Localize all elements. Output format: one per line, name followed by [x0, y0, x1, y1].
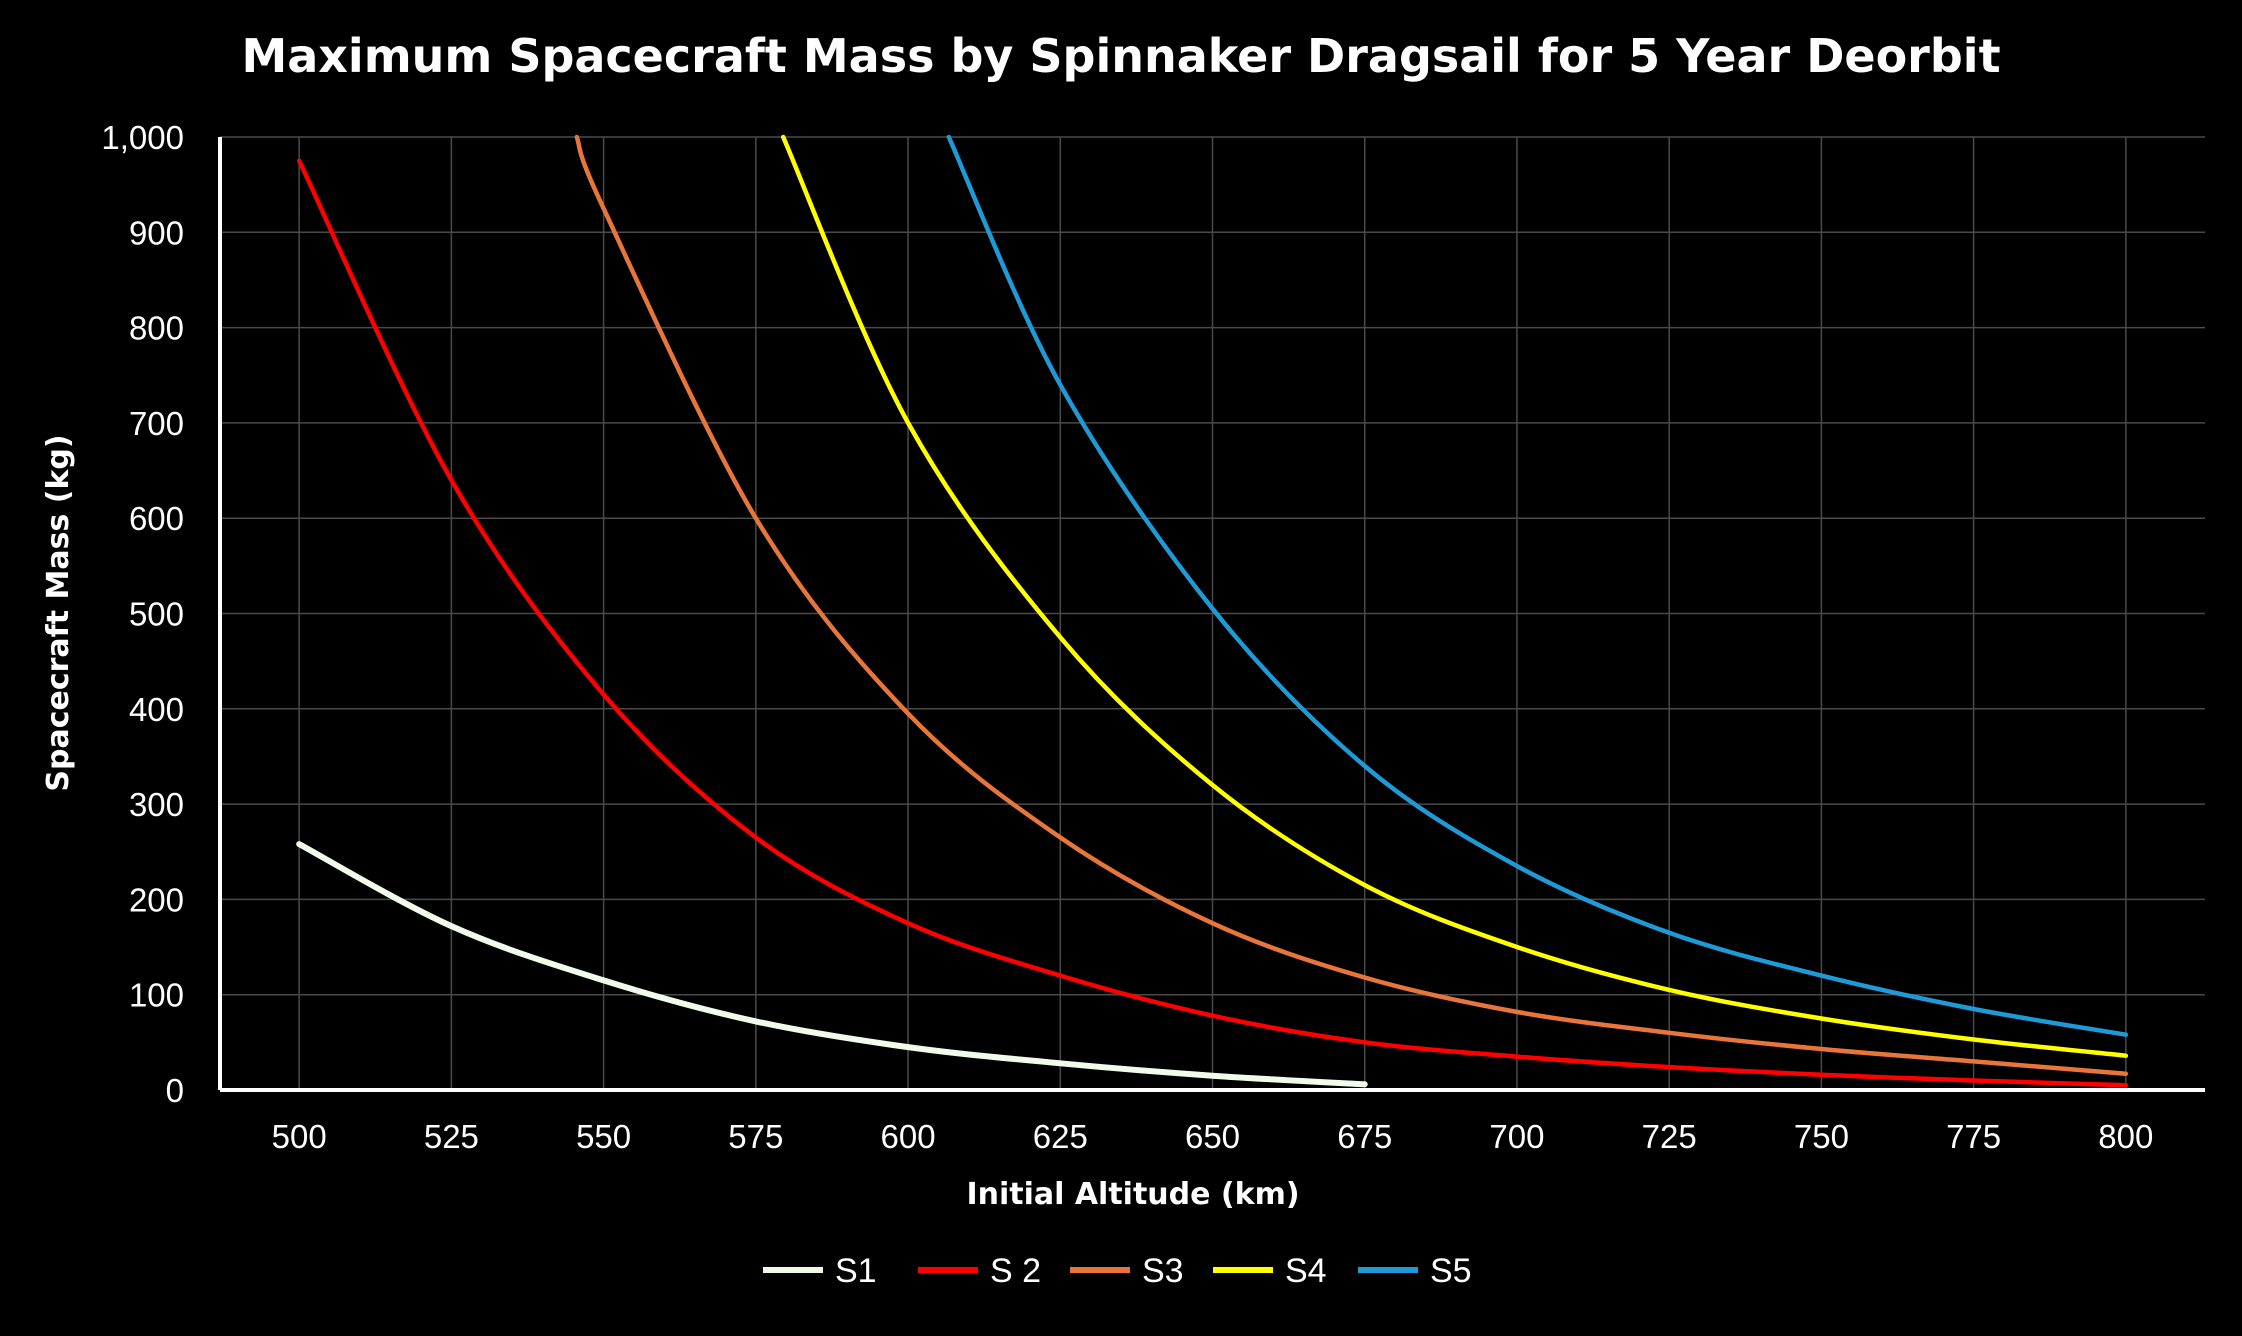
y-tick-label: 500 — [129, 596, 184, 633]
series-lines — [296, 134, 2129, 1088]
gridlines — [220, 136, 2205, 1090]
x-tick-label: 500 — [272, 1118, 327, 1155]
legend-label: S4 — [1285, 1252, 1327, 1290]
legend-item-s4: S4 — [1213, 1252, 1327, 1290]
axes — [218, 137, 2205, 1092]
y-tick-label: 800 — [129, 310, 184, 347]
x-tick-label: 575 — [728, 1118, 783, 1155]
y-axis-title: Spacecraft Mass (kg) — [41, 434, 76, 791]
x-tick-label: 600 — [881, 1118, 936, 1155]
y-tick-label: 200 — [129, 881, 184, 918]
x-tick-label: 750 — [1794, 1118, 1849, 1155]
chart-title: Maximum Spacecraft Mass by Spinnaker Dra… — [241, 29, 2000, 83]
x-tick-labels: 500 525 550 575 600 625 650 675 700 725 750 775 800 — [272, 1118, 2154, 1155]
series-line-s3 — [574, 134, 2129, 1077]
y-tick-labels: 0 100 200 300 400 500 600 700 800 900 1,000 — [101, 119, 184, 1109]
x-tick-label: 800 — [2098, 1118, 2153, 1155]
x-tick-label: 725 — [1642, 1118, 1697, 1155]
y-tick-label: 400 — [129, 691, 184, 728]
x-tick-label: 650 — [1185, 1118, 1240, 1155]
series-line-s2 — [296, 158, 2129, 1088]
series-line-s4 — [780, 134, 2129, 1058]
x-tick-label: 550 — [576, 1118, 631, 1155]
legend-label: S1 — [835, 1252, 877, 1290]
legend-label: S3 — [1142, 1252, 1184, 1290]
y-tick-label: 600 — [129, 500, 184, 537]
x-tick-label: 525 — [424, 1118, 479, 1155]
y-tick-label: 0 — [166, 1072, 184, 1109]
x-tick-label: 775 — [1946, 1118, 2001, 1155]
legend-item-s3: S3 — [1070, 1252, 1184, 1290]
legend-item-s2: S 2 — [918, 1252, 1041, 1290]
legend-label: S5 — [1430, 1252, 1472, 1290]
series-line-s5 — [946, 134, 2129, 1037]
x-tick-label: 625 — [1033, 1118, 1088, 1155]
y-tick-label: 700 — [129, 405, 184, 442]
x-tick-label: 675 — [1337, 1118, 1392, 1155]
x-axis-title: Initial Altitude (km) — [966, 1177, 1299, 1212]
y-tick-label: 1,000 — [101, 119, 184, 156]
legend: S1 S 2 S3 S4 S5 — [763, 1252, 1472, 1290]
x-tick-label: 700 — [1489, 1118, 1544, 1155]
y-tick-label: 100 — [129, 977, 184, 1014]
legend-item-s1: S1 — [763, 1252, 877, 1290]
y-tick-label: 900 — [129, 214, 184, 251]
legend-item-s5: S5 — [1358, 1252, 1472, 1290]
series-line-s1 — [296, 841, 1368, 1088]
y-tick-label: 300 — [129, 786, 184, 823]
legend-label: S 2 — [990, 1252, 1041, 1290]
